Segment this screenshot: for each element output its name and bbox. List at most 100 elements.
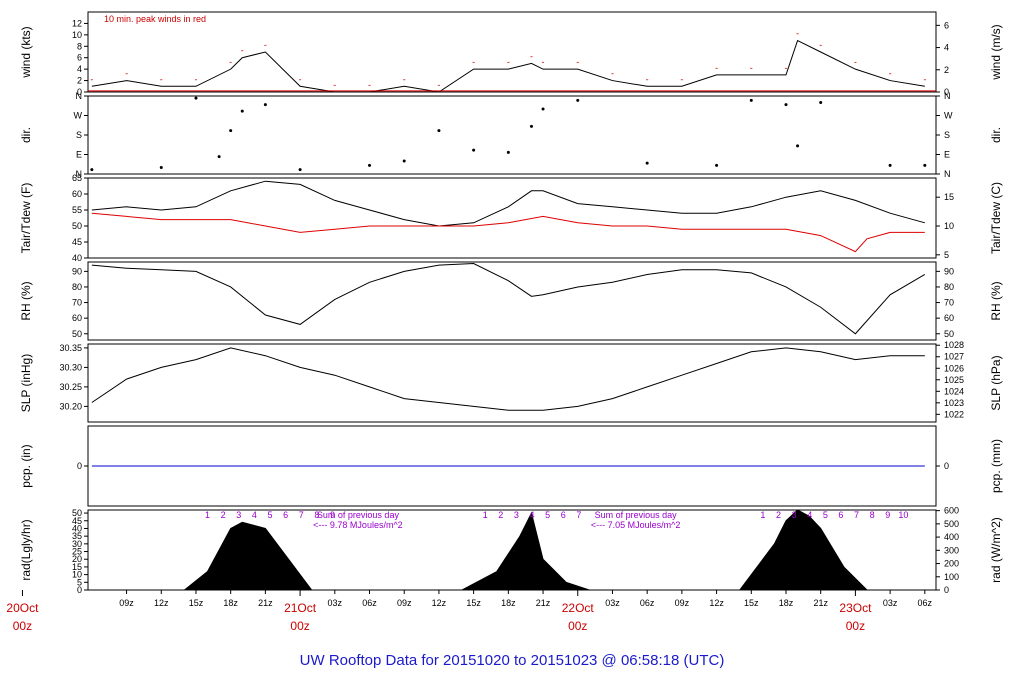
hour-marker: 5 (545, 510, 550, 520)
panel-rad: rad(Lgly/hr) rad (W/m^2)05101520253035404… (19, 506, 1003, 595)
x-tick-label: 15z (466, 598, 481, 608)
date-sub-label: 00z (290, 619, 309, 633)
date-sub-label: 00z (846, 619, 865, 633)
peak-wind-mark: - (194, 74, 197, 84)
dir-point (437, 129, 441, 133)
hour-marker: 6 (838, 510, 843, 520)
wind-rtick-label: 4 (944, 43, 949, 53)
dir-point (796, 144, 800, 148)
rad-ylabel-right: rad (W/m^2) (989, 517, 1003, 583)
hour-marker: 9 (330, 510, 335, 520)
dir-point (529, 124, 533, 128)
rad-ltick-label: 40 (72, 523, 82, 533)
panel-slp: SLP (inHg) SLP (hPa) 30.20 30.25 30.30 30.35 1… (19, 340, 1003, 423)
dir-point (506, 150, 510, 154)
rh-ltick-label: 90 (72, 266, 82, 276)
peak-wind-mark: - (611, 69, 614, 79)
rad-rtick-label: 100 (944, 572, 959, 582)
wind-annotation: 10 min. peak winds in red (104, 14, 206, 24)
rh-ltick-label: 50 (72, 329, 82, 339)
dir-point (90, 168, 94, 172)
chart-title: UW Rooftop Data for 20151020 to 20151023… (300, 652, 725, 669)
dir-ylabel: dir. (19, 127, 33, 143)
hour-marker: 4 (530, 510, 535, 520)
peak-wind-mark: - (368, 80, 371, 90)
temp-ylabel-right: Tair/Tdew (C) (989, 182, 1003, 254)
dir-point (368, 163, 372, 167)
x-tick-label: 12z (709, 598, 724, 608)
pcp-ylabel-right: pcp. (mm) (989, 439, 1003, 493)
dir-point (229, 129, 233, 133)
peak-wind-mark: - (796, 29, 799, 39)
dir-frame (87, 95, 937, 175)
hour-marker: 9 (885, 510, 890, 520)
x-tick-label: 09z (119, 598, 134, 608)
slp-rtick-label: 1023 (944, 398, 964, 408)
x-tick-label: 15z (744, 598, 759, 608)
wind-line (91, 39, 925, 93)
temp-line-1 (91, 212, 925, 253)
peak-wind-mark: - (680, 74, 683, 84)
peak-wind-mark: - (229, 57, 232, 67)
x-tick-label: 06z (362, 598, 377, 608)
hour-marker: 5 (823, 510, 828, 520)
dir-point (240, 109, 244, 113)
hour-marker: 2 (221, 510, 226, 520)
peak-wind-mark: - (90, 74, 93, 84)
dir-point (576, 98, 580, 102)
pcp-rtick-label: 0 (944, 461, 949, 471)
wind-ltick-label: 2 (77, 76, 82, 86)
date-sub-label: 00z (13, 619, 32, 633)
wind-ltick-label: 0 (77, 87, 82, 97)
rad-ltick-label: 30 (72, 539, 82, 549)
dir-rtick-label: N (944, 91, 951, 101)
slp-rtick-label: 1028 (944, 340, 964, 350)
x-tick-label: 06z (640, 598, 655, 608)
rad-ltick-label: 5 (77, 577, 82, 587)
wind-ltick-label: 10 (72, 30, 82, 40)
slp-rtick-label: 1024 (944, 386, 964, 396)
rh-rtick-label: 60 (944, 313, 954, 323)
x-tick-label: 03z (605, 598, 620, 608)
hour-marker: 8 (314, 510, 319, 520)
date-sub-label: 00z (568, 619, 587, 633)
rh-ylabel: RH (%) (19, 281, 33, 320)
wind-ylabel-right: wind (m/s) (989, 24, 1003, 80)
date-label: 23Oct (839, 601, 872, 615)
rh-rtick-label: 70 (944, 298, 954, 308)
slp-rtick-label: 1027 (944, 352, 964, 362)
x-tick-label: 06z (918, 598, 933, 608)
rh-frame (87, 261, 937, 341)
hour-marker: 5 (268, 510, 273, 520)
dir-point (645, 161, 649, 165)
x-tick-label: 09z (675, 598, 690, 608)
hour-marker: 8 (870, 510, 875, 520)
dir-ltick-label: N (76, 91, 83, 101)
x-tick-label: 21z (258, 598, 273, 608)
peak-wind-mark: - (403, 74, 406, 84)
peak-wind-mark: - (542, 57, 545, 67)
temp-line-0 (91, 180, 925, 227)
wind-ltick-label: 8 (77, 41, 82, 51)
dir-point (784, 103, 788, 107)
dir-point (217, 155, 221, 159)
dir-point (472, 148, 476, 152)
peak-wind-mark: - (333, 80, 336, 90)
peak-wind-mark: - (646, 74, 649, 84)
wind-ltick-label: 12 (72, 18, 82, 28)
hour-marker: 4 (252, 510, 257, 520)
rad-ylabel: rad(Lgly/hr) (19, 519, 33, 580)
dir-rtick-label: N (944, 169, 951, 179)
rad-rtick-label: 600 (944, 506, 959, 516)
peak-wind-mark: - (241, 46, 244, 56)
x-tick-label: 15z (189, 598, 204, 608)
daily-sum-label: Sum of previous day (317, 510, 400, 520)
hour-marker: 3 (514, 510, 519, 520)
peak-wind-mark: - (923, 74, 926, 84)
temp-rtick-label: 10 (944, 221, 954, 231)
rh-rtick-label: 50 (944, 329, 954, 339)
temp-ltick-label: 55 (72, 205, 82, 215)
rad-rtick-label: 500 (944, 519, 959, 529)
